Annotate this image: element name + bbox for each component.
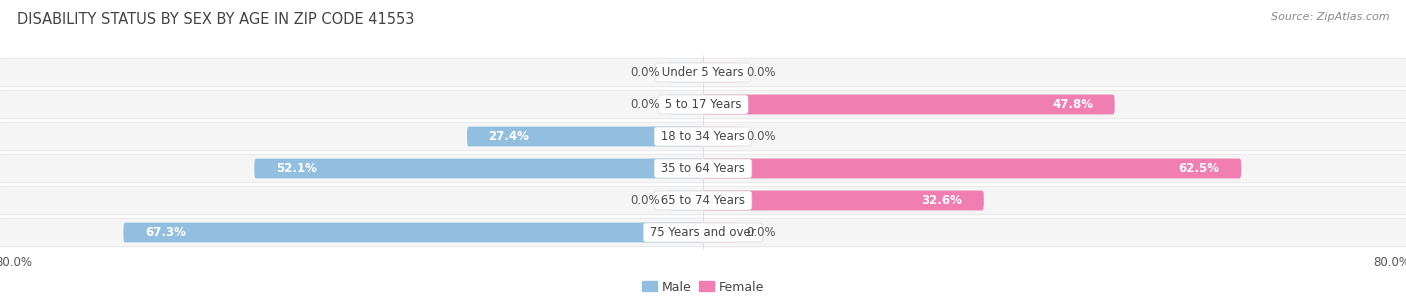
Text: 0.0%: 0.0% — [747, 130, 776, 143]
FancyBboxPatch shape — [669, 191, 703, 210]
FancyBboxPatch shape — [124, 223, 703, 242]
FancyBboxPatch shape — [0, 91, 1406, 118]
Text: 0.0%: 0.0% — [747, 226, 776, 239]
FancyBboxPatch shape — [703, 223, 738, 242]
FancyBboxPatch shape — [0, 218, 1406, 247]
Text: 75 Years and over: 75 Years and over — [647, 226, 759, 239]
FancyBboxPatch shape — [669, 95, 703, 114]
Text: 18 to 34 Years: 18 to 34 Years — [657, 130, 749, 143]
FancyBboxPatch shape — [0, 90, 1406, 119]
Text: 67.3%: 67.3% — [145, 226, 186, 239]
Text: 52.1%: 52.1% — [276, 162, 316, 175]
FancyBboxPatch shape — [0, 123, 1406, 150]
Text: 0.0%: 0.0% — [630, 98, 659, 111]
Text: DISABILITY STATUS BY SEX BY AGE IN ZIP CODE 41553: DISABILITY STATUS BY SEX BY AGE IN ZIP C… — [17, 12, 415, 27]
Text: 47.8%: 47.8% — [1052, 98, 1092, 111]
FancyBboxPatch shape — [703, 191, 984, 210]
Text: 27.4%: 27.4% — [488, 130, 530, 143]
Text: 0.0%: 0.0% — [630, 66, 659, 79]
Text: 5 to 17 Years: 5 to 17 Years — [661, 98, 745, 111]
FancyBboxPatch shape — [703, 159, 1241, 178]
FancyBboxPatch shape — [703, 63, 738, 82]
FancyBboxPatch shape — [0, 59, 1406, 86]
FancyBboxPatch shape — [0, 154, 1406, 183]
FancyBboxPatch shape — [0, 186, 1406, 215]
Text: 32.6%: 32.6% — [921, 194, 962, 207]
FancyBboxPatch shape — [703, 127, 738, 146]
Text: Source: ZipAtlas.com: Source: ZipAtlas.com — [1271, 12, 1389, 22]
Text: 65 to 74 Years: 65 to 74 Years — [657, 194, 749, 207]
Text: 35 to 64 Years: 35 to 64 Years — [657, 162, 749, 175]
FancyBboxPatch shape — [0, 219, 1406, 246]
FancyBboxPatch shape — [467, 127, 703, 146]
FancyBboxPatch shape — [669, 63, 703, 82]
Text: 0.0%: 0.0% — [747, 66, 776, 79]
FancyBboxPatch shape — [0, 155, 1406, 182]
FancyBboxPatch shape — [0, 122, 1406, 151]
Legend: Male, Female: Male, Female — [637, 275, 769, 299]
FancyBboxPatch shape — [0, 187, 1406, 214]
Text: 62.5%: 62.5% — [1178, 162, 1219, 175]
Text: Under 5 Years: Under 5 Years — [658, 66, 748, 79]
FancyBboxPatch shape — [703, 95, 1115, 114]
FancyBboxPatch shape — [254, 159, 703, 178]
FancyBboxPatch shape — [0, 58, 1406, 87]
Text: 0.0%: 0.0% — [630, 194, 659, 207]
